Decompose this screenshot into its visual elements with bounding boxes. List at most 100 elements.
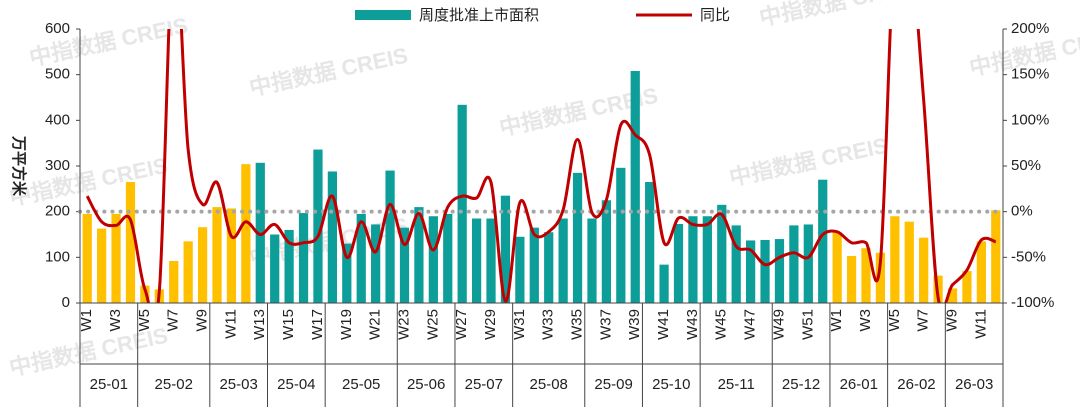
bar: [861, 248, 871, 303]
bar: [97, 228, 107, 303]
x-tick-label: W35: [569, 309, 586, 340]
y-tick-label: 300: [45, 157, 70, 174]
x-tick-label: W1: [828, 309, 845, 332]
bar: [428, 216, 438, 303]
group-label: 25-03: [219, 376, 257, 393]
bar: [197, 227, 208, 303]
line: [85, 29, 997, 303]
group-label: 26-03: [955, 376, 993, 393]
x-tick-label: W9: [943, 309, 960, 332]
bar: [774, 239, 785, 303]
bar: [904, 221, 914, 303]
bar: [342, 243, 352, 303]
bar: [500, 195, 511, 303]
bar: [803, 224, 813, 303]
bar: [226, 208, 237, 303]
x-tick-label: W31: [511, 309, 528, 340]
x-tick-label: W23: [395, 309, 412, 340]
bar: [544, 232, 554, 303]
x-tick-label: W29: [482, 309, 499, 340]
bar: [241, 164, 251, 303]
bar: [587, 218, 597, 303]
y2-tick-label: 50%: [1011, 157, 1041, 174]
x-tick-label: W49: [770, 309, 787, 340]
y-tick-label: 0: [62, 294, 70, 311]
bar: [702, 216, 712, 303]
y-axis-label: 万平方米: [10, 135, 28, 197]
y-tick-label: 500: [45, 66, 70, 83]
bar: [789, 225, 799, 303]
bar: [846, 255, 857, 303]
watermark: 中指数据 CREIS: [247, 43, 410, 101]
x-tick-label: W25: [424, 309, 441, 340]
bar: [645, 181, 655, 303]
bar: [82, 213, 92, 303]
bar: [890, 216, 900, 303]
group-label: 25-04: [277, 376, 315, 393]
x-tick-label: W41: [655, 309, 672, 340]
bar: [471, 218, 482, 303]
x-tick-label: W3: [857, 309, 874, 332]
bar: [111, 213, 121, 303]
bar: [529, 227, 539, 303]
y-tick-label: 200: [45, 203, 70, 220]
bar: [558, 218, 568, 303]
bar: [760, 239, 770, 303]
legend-label: 周度批准上市面积: [419, 7, 539, 24]
bar: [962, 271, 972, 303]
group-label: 26-02: [897, 376, 935, 393]
x-tick-label: W13: [251, 309, 268, 340]
group-label: 25-12: [782, 376, 820, 393]
bar: [385, 170, 395, 303]
watermark: 中指数据 CREIS: [727, 133, 890, 191]
bar: [572, 172, 583, 303]
bar: [976, 241, 986, 303]
group-label: 25-11: [718, 376, 755, 393]
x-tick-label: W27: [453, 309, 470, 340]
bar: [731, 225, 741, 303]
group-label: 25-02: [155, 376, 193, 393]
bar: [298, 213, 309, 303]
watermark: 中指数据 CREIS: [757, 0, 920, 31]
x-tick-label: W51: [799, 309, 816, 340]
bar: [688, 216, 698, 303]
bar: [399, 227, 410, 303]
legend-swatch: [355, 10, 411, 20]
y-tick-label: 400: [45, 111, 70, 128]
bar: [371, 224, 381, 303]
x-tick-label: W37: [597, 309, 614, 340]
x-tick-label: W1: [78, 309, 95, 332]
group-label: 25-05: [342, 376, 380, 393]
x-tick-label: W15: [280, 309, 297, 340]
bar: [515, 236, 525, 303]
x-tick-label: W45: [713, 309, 730, 340]
bar: [125, 181, 136, 303]
x-tick-label: W43: [684, 309, 701, 340]
x-tick-label: W21: [367, 309, 384, 340]
group-label: 25-01: [90, 376, 128, 393]
y2-tick-label: 200%: [1011, 20, 1049, 37]
bar: [255, 162, 265, 303]
bar: [443, 213, 453, 303]
bar: [630, 71, 640, 303]
bar: [746, 240, 756, 303]
bar: [673, 223, 684, 303]
group-label: 25-06: [407, 376, 445, 393]
x-tick-label: W47: [742, 309, 759, 340]
y2-tick-label: -50%: [1011, 248, 1046, 265]
bar: [832, 232, 842, 303]
bar: [270, 234, 280, 303]
bar: [313, 149, 323, 303]
y2-tick-label: 100%: [1011, 111, 1049, 128]
group-label: 26-01: [840, 376, 878, 393]
bar: [183, 241, 193, 303]
group-label: 25-08: [530, 376, 568, 393]
y-tick-label: 100: [45, 248, 70, 265]
group-label: 25-09: [594, 376, 632, 393]
x-tick-label: W5: [136, 309, 153, 332]
bar: [875, 252, 886, 303]
x-tick-label: W11: [972, 309, 989, 339]
x-tick-label: W11: [222, 309, 239, 339]
bar: [991, 210, 1001, 303]
